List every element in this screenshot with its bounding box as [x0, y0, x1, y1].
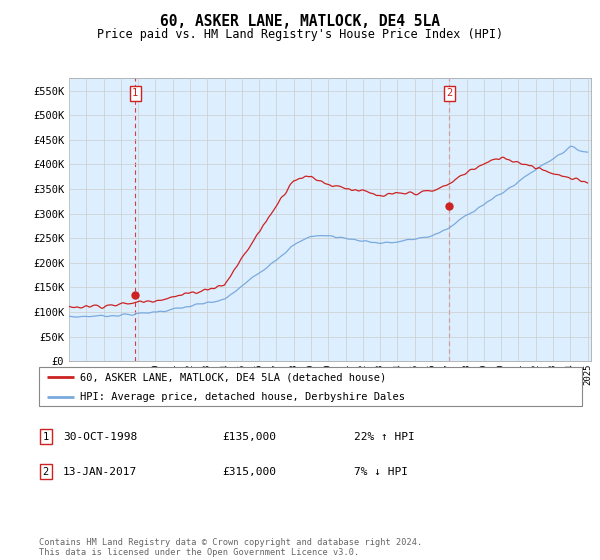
- Text: £135,000: £135,000: [222, 432, 276, 442]
- Text: 30-OCT-1998: 30-OCT-1998: [63, 432, 137, 442]
- FancyBboxPatch shape: [40, 464, 52, 479]
- Text: 13-JAN-2017: 13-JAN-2017: [63, 467, 137, 477]
- Text: 2: 2: [43, 466, 49, 477]
- Text: Price paid vs. HM Land Registry's House Price Index (HPI): Price paid vs. HM Land Registry's House …: [97, 28, 503, 41]
- Text: HPI: Average price, detached house, Derbyshire Dales: HPI: Average price, detached house, Derb…: [80, 393, 405, 403]
- Text: 60, ASKER LANE, MATLOCK, DE4 5LA: 60, ASKER LANE, MATLOCK, DE4 5LA: [160, 14, 440, 29]
- Text: 1: 1: [43, 432, 49, 442]
- Text: 2: 2: [446, 88, 452, 98]
- FancyBboxPatch shape: [39, 367, 582, 406]
- Text: 22% ↑ HPI: 22% ↑ HPI: [354, 432, 415, 442]
- Text: £315,000: £315,000: [222, 467, 276, 477]
- FancyBboxPatch shape: [40, 429, 52, 445]
- Text: 1: 1: [132, 88, 139, 98]
- Text: Contains HM Land Registry data © Crown copyright and database right 2024.
This d: Contains HM Land Registry data © Crown c…: [39, 538, 422, 557]
- Text: 60, ASKER LANE, MATLOCK, DE4 5LA (detached house): 60, ASKER LANE, MATLOCK, DE4 5LA (detach…: [80, 372, 386, 382]
- Text: 7% ↓ HPI: 7% ↓ HPI: [354, 467, 408, 477]
